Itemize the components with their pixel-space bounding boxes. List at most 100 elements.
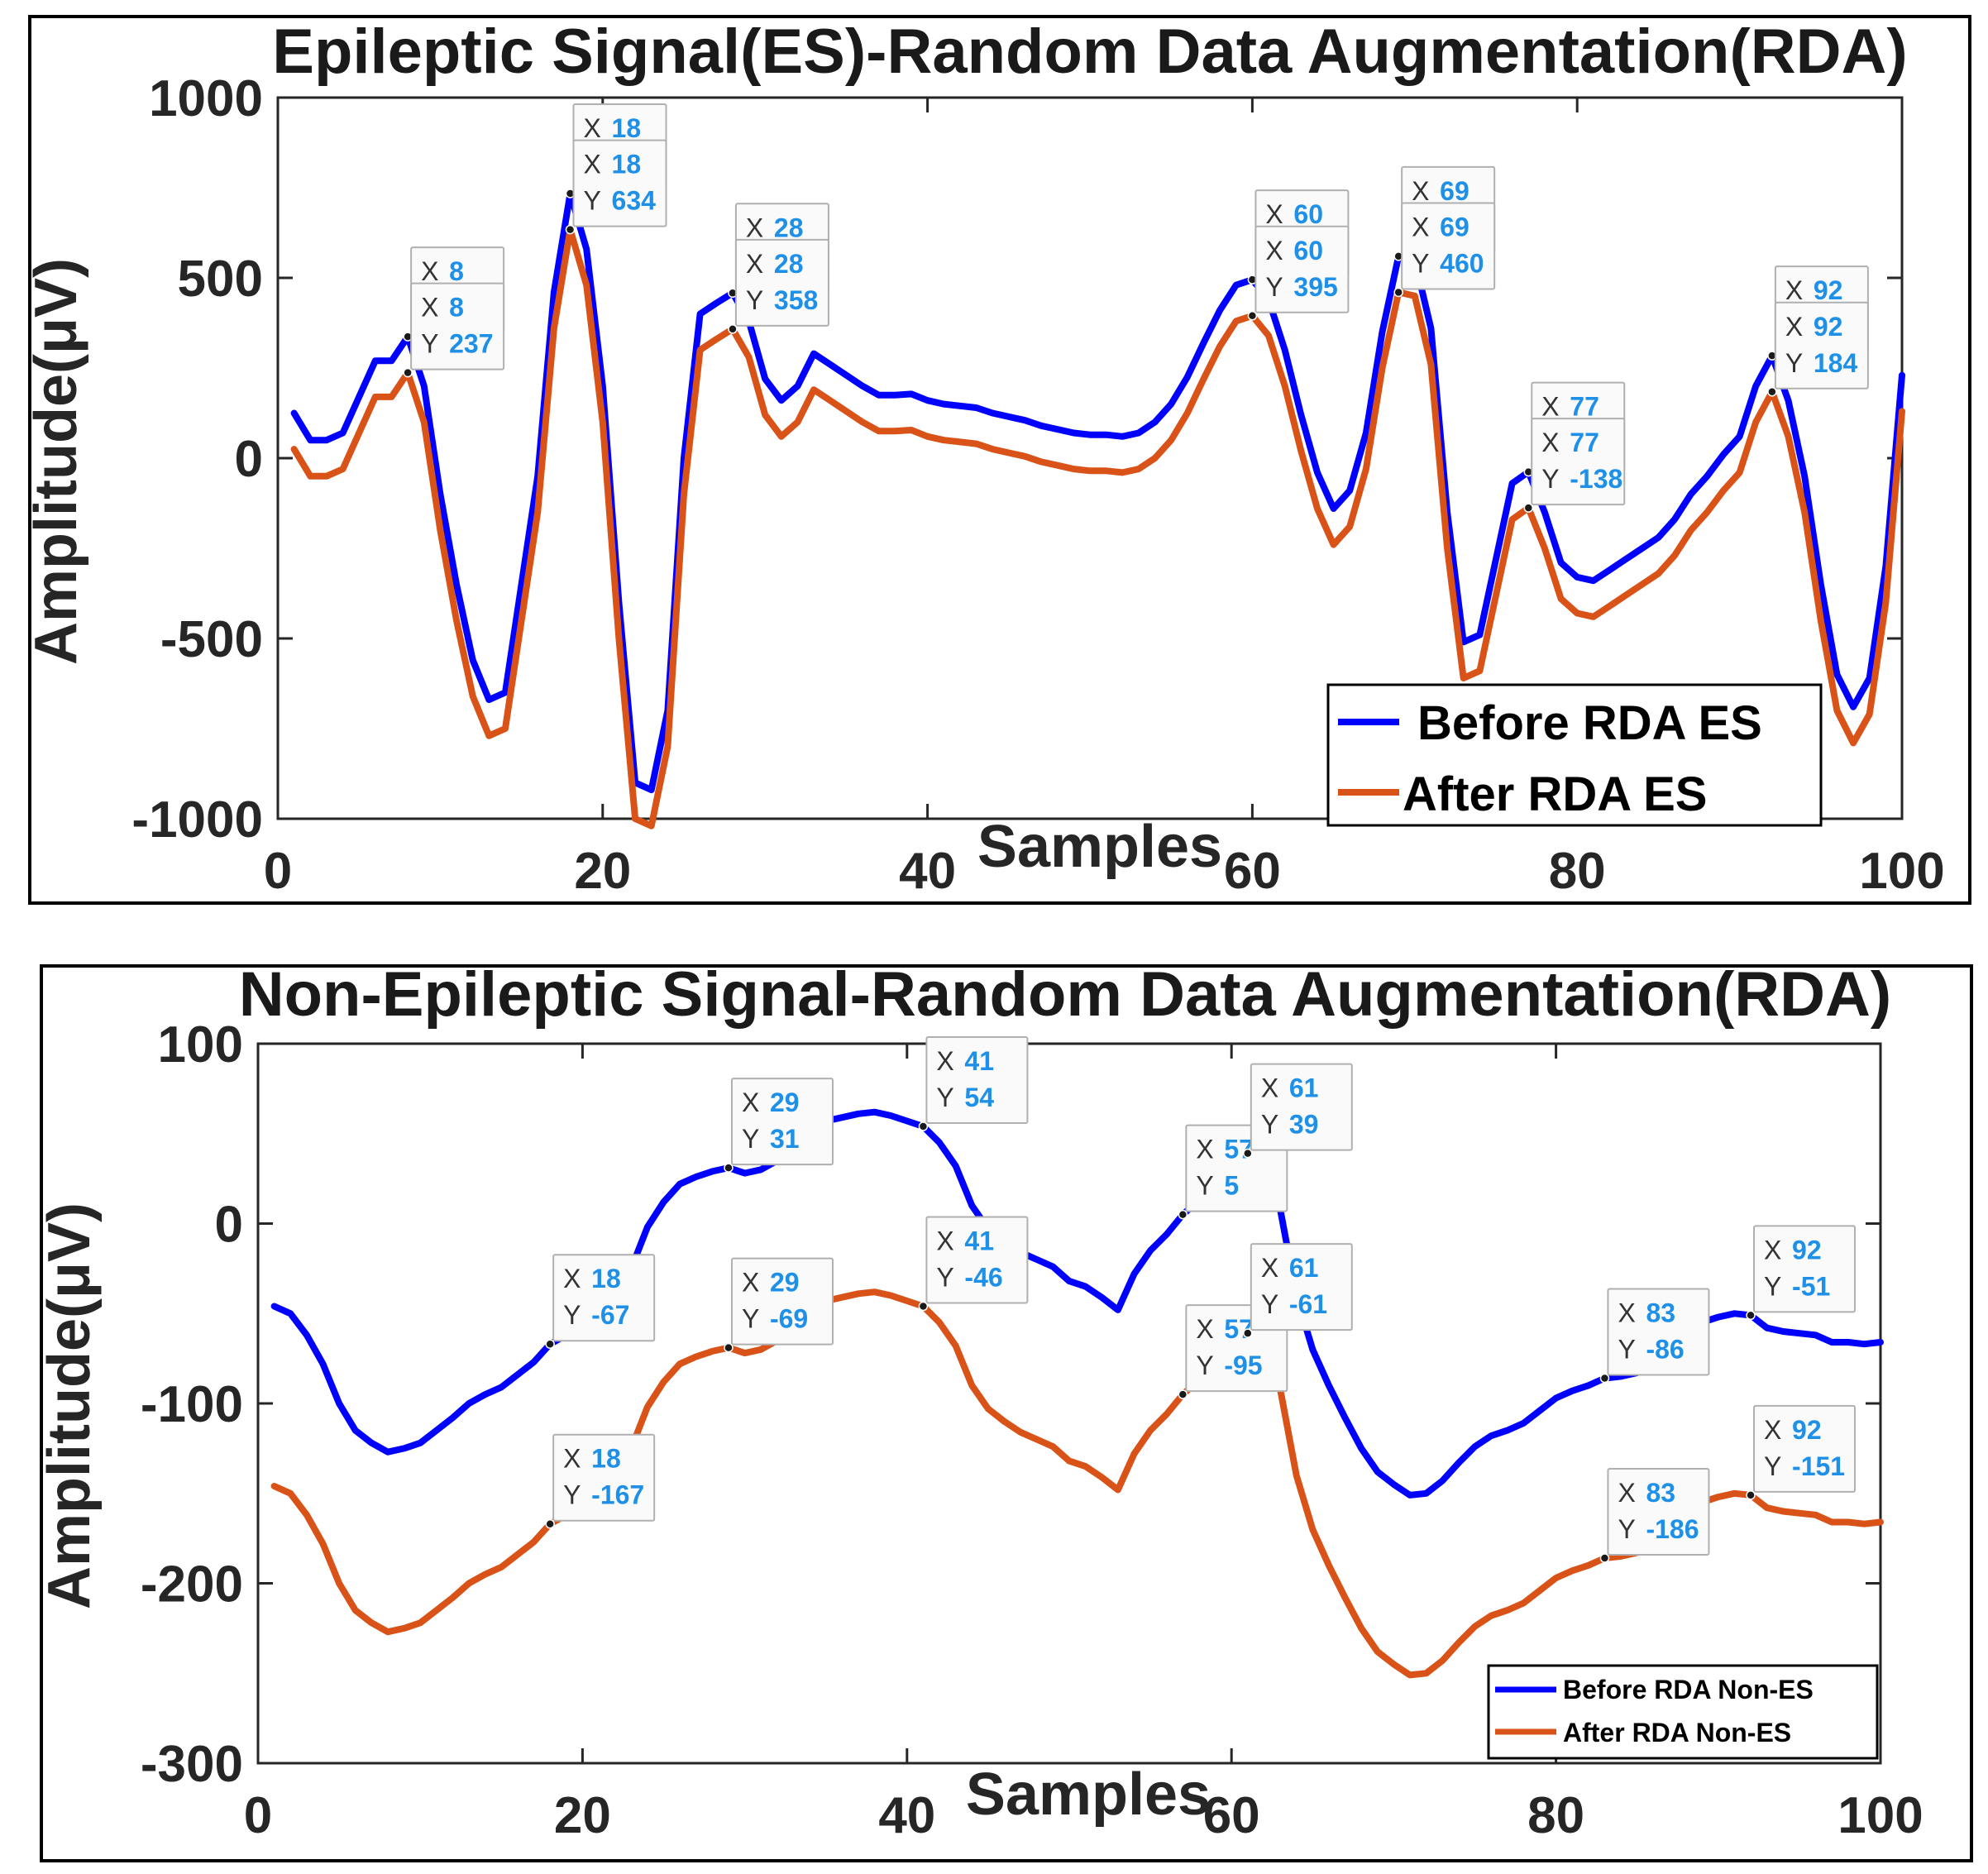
chart-2-title: Non-Epileptic Signal-Random Data Augment… xyxy=(239,959,1892,1030)
datatip-x-value: 8 xyxy=(449,293,464,323)
datatip-box xyxy=(730,1078,834,1166)
datatip-y-key: Y xyxy=(421,329,438,359)
datatip-x-key: X xyxy=(1196,1135,1213,1164)
y-tick-label: 500 xyxy=(178,251,263,308)
datatip-y-key: Y xyxy=(563,1480,581,1510)
datatip-x-key: X xyxy=(1541,428,1559,457)
datatip: X 60 Y 395 xyxy=(1247,225,1350,321)
datatip-box xyxy=(1401,202,1496,290)
datatip-x-value: 61 xyxy=(1289,1253,1319,1283)
x-tick-label: 0 xyxy=(244,1787,272,1844)
datatip-box xyxy=(1774,301,1869,390)
datatip-y-value: -69 xyxy=(770,1304,808,1334)
datatip-y-value: -51 xyxy=(1792,1271,1830,1301)
datatip-x-key: X xyxy=(1764,1235,1781,1264)
datatip-y-key: Y xyxy=(1196,1171,1213,1201)
datatip-y-value: 31 xyxy=(770,1124,800,1154)
datatip-box xyxy=(1753,1225,1857,1313)
datatip-marker xyxy=(1178,1209,1188,1220)
datatip-box xyxy=(572,139,667,227)
datatip-box xyxy=(1250,1243,1353,1331)
datatip-box xyxy=(925,1036,1029,1125)
datatip-x-value: 28 xyxy=(774,213,804,242)
x-tick-label: 40 xyxy=(878,1787,935,1844)
datatip-y-value: 237 xyxy=(449,329,493,359)
datatip-x-value: 29 xyxy=(770,1268,800,1298)
datatip-marker xyxy=(1599,1553,1610,1563)
datatip-x-value: 41 xyxy=(964,1226,994,1256)
chart-2-datatips: X 18 Y -67 X 18 Y -167 X 29 Y 31 X 29 Y -69 X 41 Y 54 X 41 Y -4… xyxy=(545,1036,1857,1563)
datatip-marker xyxy=(545,1518,555,1529)
datatip-y-key: Y xyxy=(1764,1271,1781,1301)
datatip-x-value: 18 xyxy=(591,1264,621,1293)
datatip-y-value: -151 xyxy=(1792,1451,1845,1481)
x-tick-label: 100 xyxy=(1837,1787,1923,1844)
datatip-x-value: 77 xyxy=(1570,392,1599,422)
datatip-x-value: 83 xyxy=(1646,1298,1675,1328)
datatip-marker xyxy=(1393,287,1403,298)
datatip: X 92 Y -151 xyxy=(1746,1404,1857,1500)
datatip-box xyxy=(552,1254,656,1342)
datatip-y-key: Y xyxy=(1196,1351,1213,1380)
datatip-y-value: -138 xyxy=(1570,464,1622,494)
datatip-marker xyxy=(728,324,738,334)
datatip-x-value: 18 xyxy=(612,150,642,179)
datatip-x-key: X xyxy=(1618,1298,1635,1328)
datatip: X 18 Y 634 xyxy=(565,139,667,235)
chart-1-ylabel: Amplitude(μV) xyxy=(23,258,89,665)
datatip-y-key: Y xyxy=(936,1083,953,1112)
datatip-box xyxy=(1607,1288,1710,1376)
datatip-marker xyxy=(724,1163,734,1173)
datatip-y-key: Y xyxy=(742,1304,759,1334)
series-line-after xyxy=(270,1288,1884,1679)
datatip-marker xyxy=(403,367,413,378)
datatip-y-value: 460 xyxy=(1440,248,1484,278)
chart-2-ticks: 0 20 40 60 80 100 100 0 -100 -200 -300 xyxy=(141,1016,1923,1844)
datatip-box xyxy=(730,1257,834,1346)
datatip-x-key: X xyxy=(1261,1073,1278,1103)
datatip-y-value: -46 xyxy=(964,1263,1002,1293)
datatip-y-value: -61 xyxy=(1289,1289,1327,1319)
datatip: X 41 Y -46 xyxy=(918,1216,1029,1312)
chart-2-ylabel: Amplitude(μV) xyxy=(36,1202,103,1609)
datatip-x-value: 18 xyxy=(612,113,642,143)
datatip-x-key: X xyxy=(936,1226,953,1256)
series-line-after xyxy=(290,226,1905,829)
datatip-x-value: 29 xyxy=(770,1088,800,1117)
datatip-marker xyxy=(565,224,576,235)
chart-1-title: Epileptic Signal(ES)-Random Data Augment… xyxy=(272,17,1907,87)
y-tick-label: 0 xyxy=(215,1197,243,1254)
datatip: X 29 Y 31 xyxy=(724,1078,834,1173)
chart-2-legend-before: Before RDA Non-ES xyxy=(1563,1675,1814,1704)
y-tick-label: 0 xyxy=(235,431,263,488)
x-tick-label: 20 xyxy=(574,843,631,900)
datatip-y-key: Y xyxy=(742,1124,759,1154)
x-tick-label: 100 xyxy=(1859,843,1944,900)
datatip-x-value: 18 xyxy=(591,1444,621,1474)
datatip-box xyxy=(552,1433,656,1522)
datatip-x-key: X xyxy=(1261,1253,1278,1283)
chart-2-series xyxy=(270,1108,1884,1679)
datatip-y-key: Y xyxy=(1261,1289,1278,1319)
x-tick-label: 60 xyxy=(1203,1787,1260,1844)
chart-2-legend-box xyxy=(1487,1664,1879,1760)
datatip: X 41 Y 54 xyxy=(918,1036,1029,1131)
datatip-y-key: Y xyxy=(563,1300,581,1330)
datatip-x-key: X xyxy=(584,150,601,179)
chart-1-legend: Before RDA ES After RDA ES xyxy=(1326,683,1823,827)
datatip-x-value: 77 xyxy=(1570,428,1599,457)
y-tick-label: -100 xyxy=(141,1376,243,1433)
datatip-marker xyxy=(1746,1310,1756,1321)
chart-1-xlabel: Samples xyxy=(977,814,1222,880)
datatip-x-key: X xyxy=(746,249,763,279)
datatip-y-value: -186 xyxy=(1646,1514,1699,1544)
datatip-y-value: 184 xyxy=(1814,348,1858,378)
datatip-x-key: X xyxy=(563,1264,581,1293)
datatip-x-value: 60 xyxy=(1293,236,1323,265)
datatip-x-value: 92 xyxy=(1792,1235,1822,1264)
datatip-marker xyxy=(1767,387,1777,397)
x-tick-label: 20 xyxy=(554,1787,611,1844)
datatip: X 83 Y -86 xyxy=(1599,1288,1710,1384)
y-tick-label: 100 xyxy=(158,1016,243,1073)
datatip-marker xyxy=(918,1301,929,1312)
